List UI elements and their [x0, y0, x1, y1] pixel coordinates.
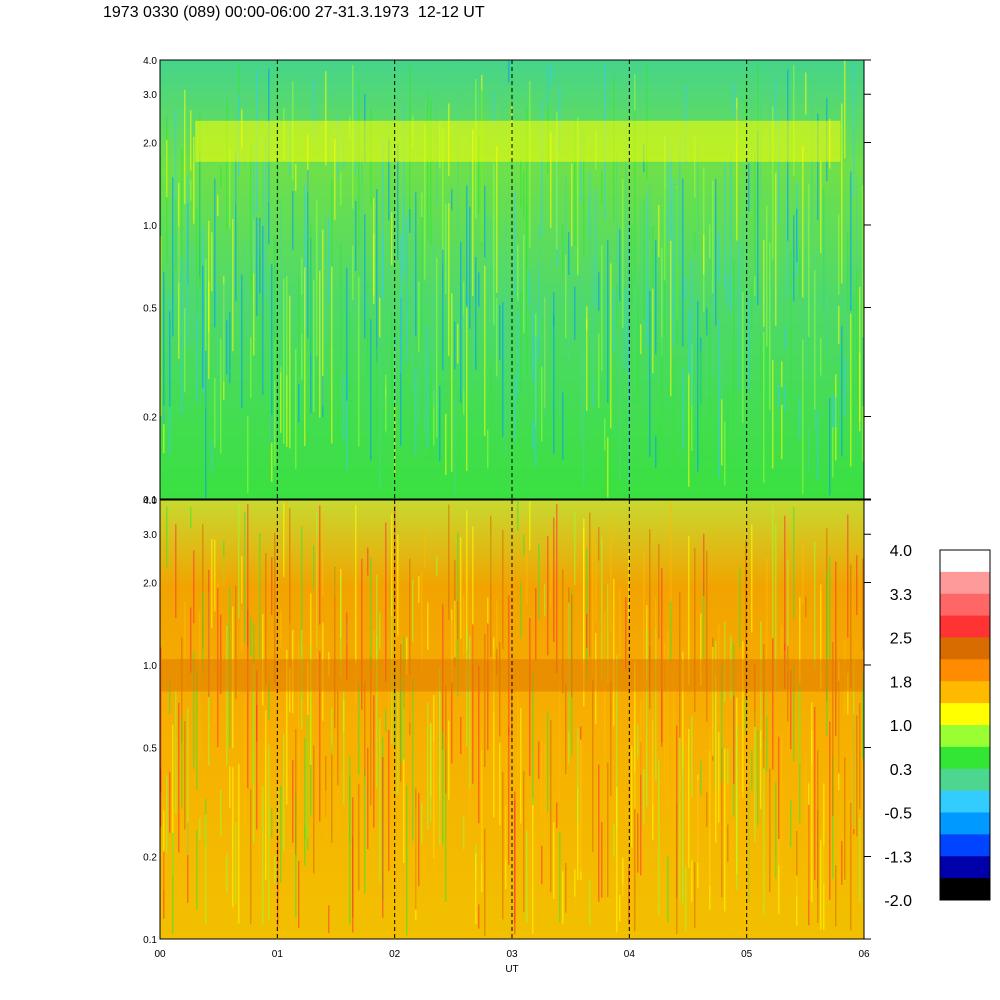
- x-axis-label: UT: [505, 964, 518, 975]
- colorbar-swatch: [940, 571, 990, 595]
- colorbar: 4.0 3.3 2.5 1.8 1.0 0.3 -0.5 -1.3 -2.0: [884, 543, 991, 910]
- colorbar-swatch: [940, 659, 990, 682]
- colorbar-label: -2.0: [884, 893, 912, 910]
- colorbar-swatch: [940, 615, 990, 638]
- colorbar-swatch: [940, 725, 990, 748]
- y-tick-label: 4.0: [143, 496, 157, 507]
- x-tick-label: 01: [272, 949, 284, 960]
- y-tick-label: 2.0: [143, 578, 157, 589]
- axes-layer: 4.03.02.01.00.50.20.14.03.02.01.00.50.20…: [143, 56, 871, 975]
- x-tick-label: 03: [506, 949, 518, 960]
- colorbar-swatch: [940, 746, 990, 770]
- y-tick-label: 0.1: [143, 935, 157, 946]
- y-tick-label: 0.5: [143, 303, 157, 314]
- colorbar-swatch: [940, 681, 990, 704]
- colorbar-swatch: [940, 550, 990, 573]
- x-tick-label: 00: [154, 949, 166, 960]
- y-tick-label: 0.2: [143, 413, 157, 424]
- colorbar-label: -0.5: [884, 806, 912, 823]
- colorbar-label: 0.3: [890, 762, 912, 779]
- colorbar-label: 4.0: [890, 543, 912, 560]
- colorbar-label: 3.3: [890, 587, 912, 604]
- colorbar-swatch: [940, 637, 990, 660]
- x-tick-label: 04: [624, 949, 636, 960]
- y-tick-label: 1.0: [143, 661, 157, 672]
- colorbar-swatch: [940, 593, 990, 617]
- x-tick-label: 05: [741, 949, 753, 960]
- y-tick-label: 2.0: [143, 138, 157, 149]
- x-tick-label: 02: [389, 949, 401, 960]
- y-tick-label: 0.2: [143, 853, 157, 864]
- colorbar-swatch: [940, 703, 990, 726]
- y-tick-label: 3.0: [143, 90, 157, 101]
- y-tick-label: 4.0: [143, 56, 157, 67]
- colorbar-label: -1.3: [884, 849, 912, 866]
- y-tick-label: 3.0: [143, 530, 157, 541]
- colorbar-swatch: [940, 834, 990, 857]
- colorbar-swatch: [940, 856, 990, 879]
- colorbar-swatch: [940, 790, 990, 813]
- y-tick-label: 1.0: [143, 221, 157, 232]
- colorbar-label: 1.8: [890, 674, 912, 691]
- colorbar-swatch: [940, 878, 990, 901]
- chart-title: 1973 0330 (089) 00:00-06:00 27-31.3.1973…: [103, 4, 485, 21]
- y-tick-label: 0.1: [143, 495, 157, 506]
- spectrogram-band-1: [195, 120, 841, 162]
- colorbar-label: 1.0: [890, 718, 912, 735]
- colorbar-swatch: [940, 812, 990, 835]
- colorbar-swatch: [940, 768, 990, 792]
- colorbar-label: 2.5: [890, 631, 912, 648]
- y-tick-label: 0.5: [143, 743, 157, 754]
- x-tick-label: 06: [858, 949, 870, 960]
- colorbar-frame: [939, 549, 991, 901]
